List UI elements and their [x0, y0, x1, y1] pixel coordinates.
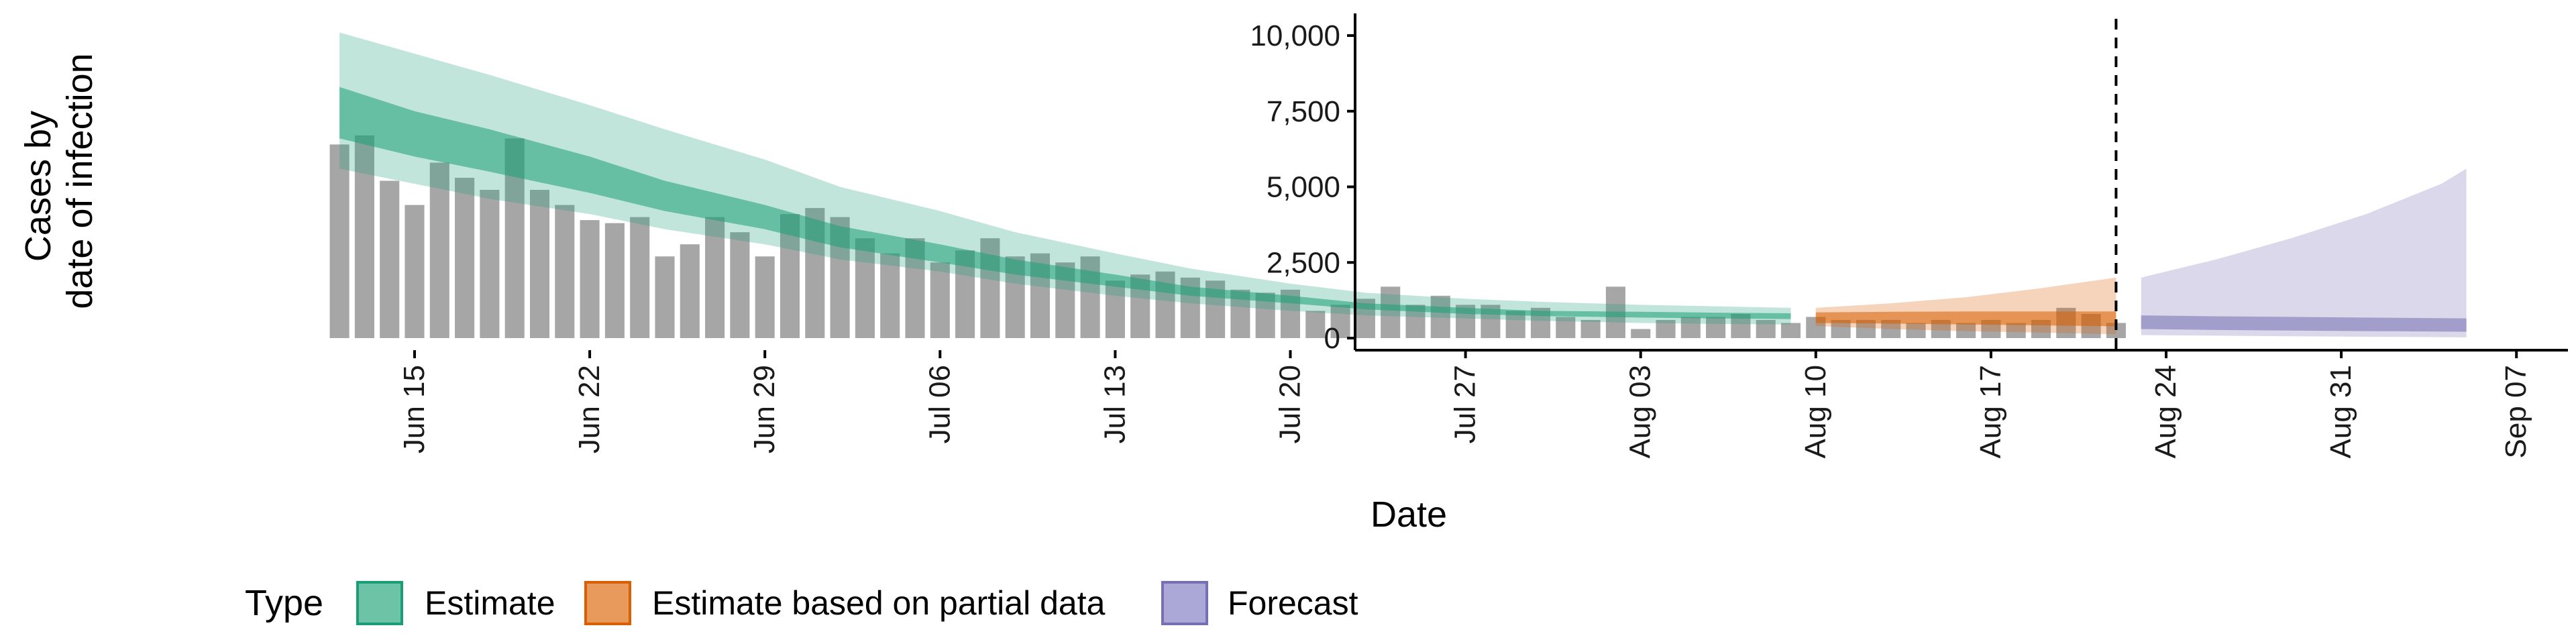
case-bar-2020-08-14 [1906, 323, 1926, 338]
y-tick-label-1: 2,500 [1267, 246, 1340, 279]
case-bar-2020-08-16 [1956, 323, 1976, 338]
legend-label-estimate: Estimate [425, 584, 555, 622]
case-bar-2020-08-18 [2006, 323, 2026, 338]
x-tick-label-7: Aug 03 [1624, 365, 1657, 458]
case-bar-2020-06-14 [380, 180, 400, 338]
x-tick-label-2: Jun 29 [748, 365, 781, 453]
x-tick-label-8: Aug 10 [1799, 365, 1832, 458]
case-bar-2020-06-27 [705, 217, 725, 338]
y-tick-label-4: 10,000 [1250, 19, 1340, 52]
case-bar-2020-06-25 [655, 256, 675, 338]
y-tick-label-3: 7,500 [1267, 95, 1340, 128]
case-bar-2020-06-15 [405, 205, 425, 338]
legend: Type Estimate Estimate based on partial … [245, 581, 1358, 625]
case-bar-2020-07-22 [1330, 305, 1350, 338]
case-bar-2020-08-05 [1680, 317, 1701, 338]
x-tick-label-3: Jul 06 [923, 365, 956, 443]
x-tick-label-4: Jul 13 [1098, 365, 1131, 443]
legend-swatch-partial [584, 581, 631, 625]
case-bar-2020-07-24 [1381, 286, 1401, 338]
y-axis-title-line-1: Cases by [18, 111, 58, 262]
x-tick-label-12: Sep 07 [2500, 365, 2532, 458]
case-bar-2020-08-08 [1756, 319, 1776, 338]
partial-inner-band [1815, 311, 2116, 327]
case-bar-2020-06-24 [630, 217, 650, 338]
case-bar-2020-08-04 [1656, 319, 1676, 338]
y-axis-title-line-2: date of infection [60, 53, 100, 309]
case-bar-2020-06-18 [480, 190, 500, 338]
legend-title: Type [245, 583, 323, 623]
case-bar-2020-06-22 [580, 220, 600, 338]
y-axis-ticks: 0 2,500 5,000 7,500 10,000 [1250, 19, 1355, 355]
case-bar-2020-06-26 [680, 244, 700, 338]
case-bar-2020-07-04 [880, 253, 900, 338]
x-tick-label-5: Jul 20 [1274, 365, 1307, 443]
forecast-outer-band [2141, 168, 2467, 337]
x-tick-label-6: Jul 27 [1449, 365, 1482, 443]
case-bar-2020-08-01 [1580, 319, 1601, 338]
estimate-bands [339, 32, 2467, 337]
legend-swatch-forecast [1161, 581, 1208, 625]
case-bar-2020-07-21 [1305, 311, 1326, 338]
case-bar-2020-07-06 [930, 262, 950, 338]
y-tick-label-2: 5,000 [1267, 171, 1340, 204]
legend-label-partial: Estimate based on partial data [652, 584, 1106, 622]
x-tick-label-11: Aug 31 [2324, 365, 2357, 458]
estimate-inner-band [339, 87, 1791, 319]
legend-label-forecast: Forecast [1228, 584, 1358, 622]
case-bar-2020-08-22 [2106, 323, 2126, 338]
case-bar-2020-06-28 [730, 232, 750, 338]
case-bar-2020-06-20 [529, 190, 550, 338]
case-bar-2020-06-12 [329, 144, 350, 339]
x-tick-label-0: Jun 15 [398, 365, 431, 453]
case-bar-2020-06-21 [555, 205, 575, 338]
case-bar-2020-06-29 [755, 256, 775, 338]
axes [1354, 13, 2568, 352]
x-tick-label-9: Aug 17 [1974, 365, 2007, 458]
case-bar-2020-06-23 [604, 223, 625, 338]
case-bar-2020-08-03 [1631, 329, 1651, 338]
y-tick-label-0: 0 [1324, 322, 1340, 355]
case-bar-2020-06-16 [429, 162, 449, 339]
legend-swatch-estimate [356, 581, 403, 625]
case-bar-2020-07-26 [1430, 295, 1450, 338]
case-bar-2020-06-17 [455, 177, 475, 338]
x-axis-ticks: Jun 15 Jun 22 Jun 29 Jul 06 Jul 13 Jul 20 Jul … [398, 350, 2532, 458]
case-bar-2020-06-13 [354, 135, 374, 338]
case-bar-2020-07-31 [1556, 317, 1576, 338]
y-axis-title: Cases by date of infection [18, 53, 100, 309]
case-bar-2020-07-03 [855, 238, 875, 338]
x-tick-label-1: Jun 22 [573, 365, 606, 453]
case-bar-2020-08-09 [1780, 323, 1801, 338]
x-axis-title: Date [1371, 494, 1447, 535]
x-tick-label-10: Aug 24 [2149, 365, 2182, 458]
forecast-inner-band [2141, 315, 2467, 332]
case-bar-2020-08-06 [1706, 317, 1726, 338]
case-bar-2020-07-13 [1105, 280, 1125, 338]
